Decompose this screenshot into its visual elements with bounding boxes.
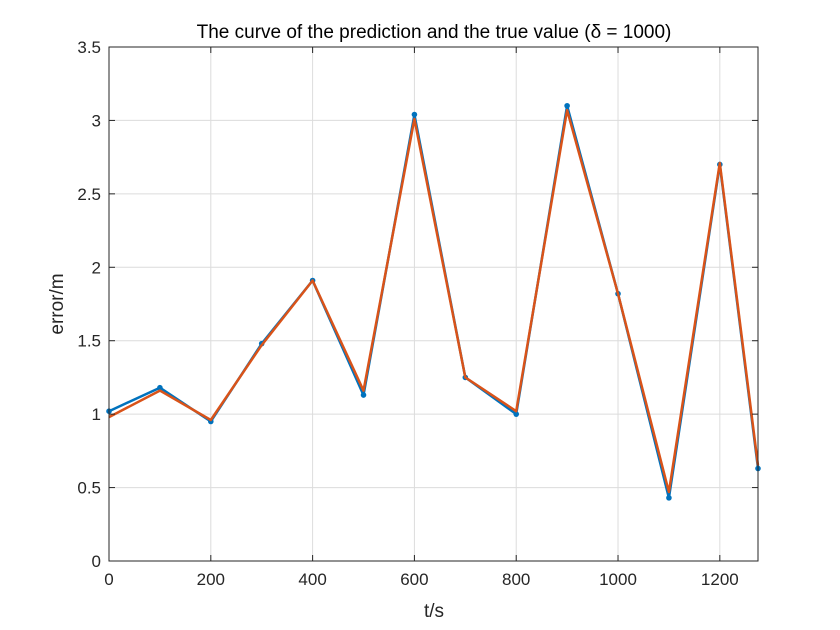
y-tick-label: 3 <box>92 111 101 130</box>
series-1-point <box>513 411 520 417</box>
y-axis-ticks: 0 0.5 1 1.5 2 2.5 3 3.5 <box>77 38 758 571</box>
x-axis-ticks: 0 200 400 600 800 1000 1200 <box>104 47 739 589</box>
series-1-point <box>157 384 163 391</box>
chart-title: The curve of the prediction and the true… <box>197 22 672 43</box>
plot-frame <box>108 46 759 562</box>
y-tick-label: 0 <box>92 552 101 571</box>
series-2-line <box>108 108 760 494</box>
y-tick-label: 2.5 <box>77 185 101 204</box>
x-tick-label: 800 <box>502 570 530 589</box>
y-axis-label: error/m <box>47 273 68 334</box>
y-tick-label: 1 <box>92 405 101 424</box>
series-1-point <box>360 392 367 398</box>
series-1-point <box>666 495 672 501</box>
x-tick-label: 600 <box>400 570 428 589</box>
y-tick-label: 1.5 <box>77 332 101 351</box>
series-1-point <box>564 102 570 109</box>
y-tick-label: 2 <box>92 258 101 277</box>
y-tick-label: 0.5 <box>77 479 101 498</box>
x-tick-label: 1000 <box>599 570 637 589</box>
x-tick-label: 1200 <box>701 570 739 589</box>
plot-area <box>109 47 758 561</box>
y-tick-label: 3.5 <box>77 38 101 57</box>
x-tick-label: 200 <box>197 570 225 589</box>
series-1-point <box>411 111 418 118</box>
x-tick-label: 400 <box>298 570 326 589</box>
x-axis-label: t/s <box>424 601 444 622</box>
data-series <box>106 102 761 501</box>
x-tick-label: 0 <box>104 570 113 589</box>
